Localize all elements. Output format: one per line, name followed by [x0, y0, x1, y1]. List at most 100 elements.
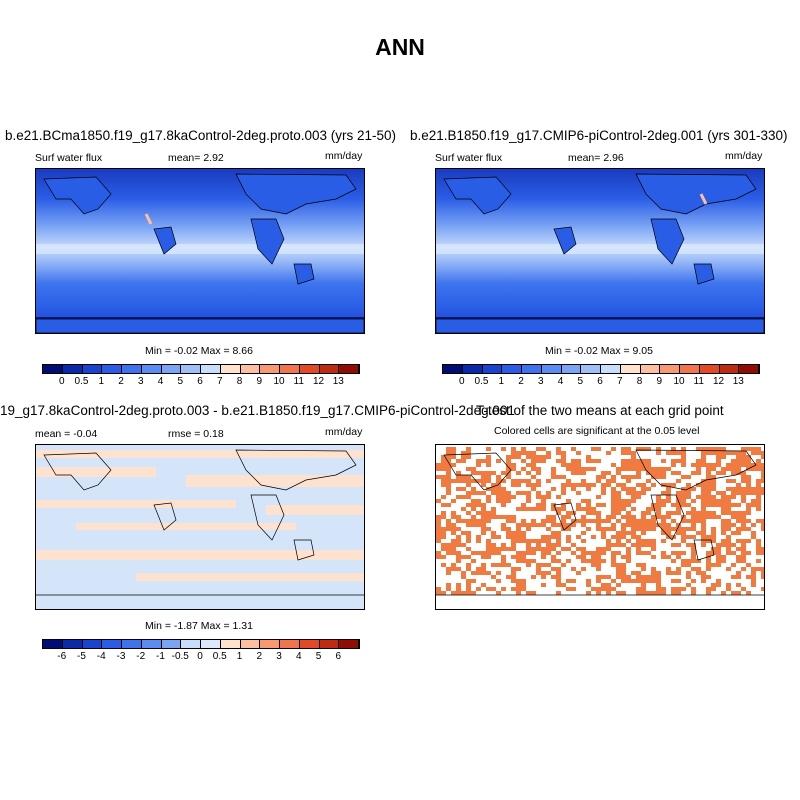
- significant-cell: [686, 575, 691, 579]
- significant-cell: [596, 555, 601, 559]
- significant-cell: [741, 447, 746, 451]
- significant-cell: [646, 523, 651, 527]
- significant-cell: [531, 575, 536, 579]
- significant-cell: [711, 531, 716, 535]
- significant-cell: [741, 499, 746, 503]
- significant-cell: [716, 583, 721, 587]
- significant-cell: [736, 571, 741, 575]
- significant-cell: [681, 539, 686, 543]
- significant-cell: [656, 475, 661, 479]
- significant-cell: [471, 467, 476, 471]
- significant-cell: [436, 555, 441, 559]
- significant-cell: [716, 551, 721, 555]
- significant-cell: [701, 459, 706, 463]
- significant-cell: [631, 455, 636, 459]
- significant-cell: [461, 575, 466, 579]
- significant-cell: [686, 511, 691, 515]
- significant-cell: [736, 471, 741, 475]
- significant-cell: [446, 583, 451, 587]
- significant-cell: [541, 547, 546, 551]
- significant-cell: [691, 463, 696, 467]
- significant-cell: [611, 579, 616, 583]
- significant-cell: [611, 543, 616, 547]
- significant-cell: [701, 491, 706, 495]
- significant-cell: [466, 455, 471, 459]
- significant-cell: [726, 463, 731, 467]
- significant-cell: [601, 535, 606, 539]
- significant-cell: [761, 519, 766, 523]
- significant-cell: [526, 483, 531, 487]
- significant-cell: [726, 467, 731, 471]
- significant-cell: [716, 463, 721, 467]
- significant-cell: [571, 551, 576, 555]
- significant-cell: [711, 495, 716, 499]
- significant-cell: [756, 551, 761, 555]
- significant-cell: [631, 475, 636, 479]
- significant-cell: [526, 451, 531, 455]
- significant-cell: [746, 447, 751, 451]
- significant-cell: [581, 547, 586, 551]
- significant-cell: [506, 459, 511, 463]
- significant-cell: [546, 495, 551, 499]
- significant-cell: [621, 447, 626, 451]
- significant-cell: [681, 463, 686, 467]
- significant-cell: [661, 523, 666, 527]
- significant-cell: [761, 487, 766, 491]
- significant-cell: [611, 475, 616, 479]
- significant-cell: [656, 511, 661, 515]
- significant-cell: [461, 591, 466, 595]
- significant-cell: [466, 531, 471, 535]
- significant-cell: [741, 487, 746, 491]
- significant-cell: [581, 479, 586, 483]
- significant-cell: [736, 455, 741, 459]
- significant-cell: [441, 455, 446, 459]
- significant-cell: [716, 447, 721, 451]
- significant-cell: [581, 551, 586, 555]
- colorbar-cell: [280, 640, 300, 648]
- significant-cell: [611, 555, 616, 559]
- significant-cell: [686, 571, 691, 575]
- colorbar-tick-label: 12: [712, 376, 725, 387]
- significant-cell: [601, 551, 606, 555]
- significant-cell: [646, 591, 651, 595]
- significant-cell: [701, 543, 706, 547]
- significant-cell: [561, 459, 566, 463]
- significant-cell: [706, 471, 711, 475]
- significant-cell: [761, 451, 766, 455]
- significant-cell: [591, 447, 596, 451]
- significant-cell: [756, 519, 761, 523]
- significant-cell: [726, 583, 731, 587]
- significant-cell: [611, 507, 616, 511]
- significant-cell: [686, 475, 691, 479]
- significant-cell: [491, 547, 496, 551]
- significant-cell: [516, 579, 521, 583]
- significant-cell: [556, 523, 561, 527]
- significant-cell: [466, 567, 471, 571]
- significant-cell: [536, 455, 541, 459]
- significant-cell: [571, 467, 576, 471]
- colorbar-tick-label: 7: [216, 376, 223, 387]
- significant-cell: [541, 503, 546, 507]
- significant-cell: [661, 551, 666, 555]
- significant-cell: [686, 519, 691, 523]
- colorbar-tick-label: 6: [335, 651, 342, 662]
- panel1-map: [35, 168, 365, 334]
- significant-cell: [761, 467, 766, 471]
- significant-cell: [546, 551, 551, 555]
- significant-cell: [671, 447, 676, 451]
- significant-cell: [686, 563, 691, 567]
- significant-cell: [556, 559, 561, 563]
- significant-cell: [571, 447, 576, 451]
- significant-cell: [441, 495, 446, 499]
- colorbar-cell: [620, 365, 641, 373]
- significant-cell: [616, 519, 621, 523]
- significant-cell: [501, 559, 506, 563]
- significant-cell: [741, 519, 746, 523]
- significant-cell: [496, 487, 501, 491]
- significant-cell: [596, 511, 601, 515]
- panel2-colorbar: [442, 364, 760, 374]
- significant-cell: [756, 451, 761, 455]
- significant-cell: [621, 507, 626, 511]
- significant-cell: [751, 523, 756, 527]
- significant-cell: [746, 563, 751, 567]
